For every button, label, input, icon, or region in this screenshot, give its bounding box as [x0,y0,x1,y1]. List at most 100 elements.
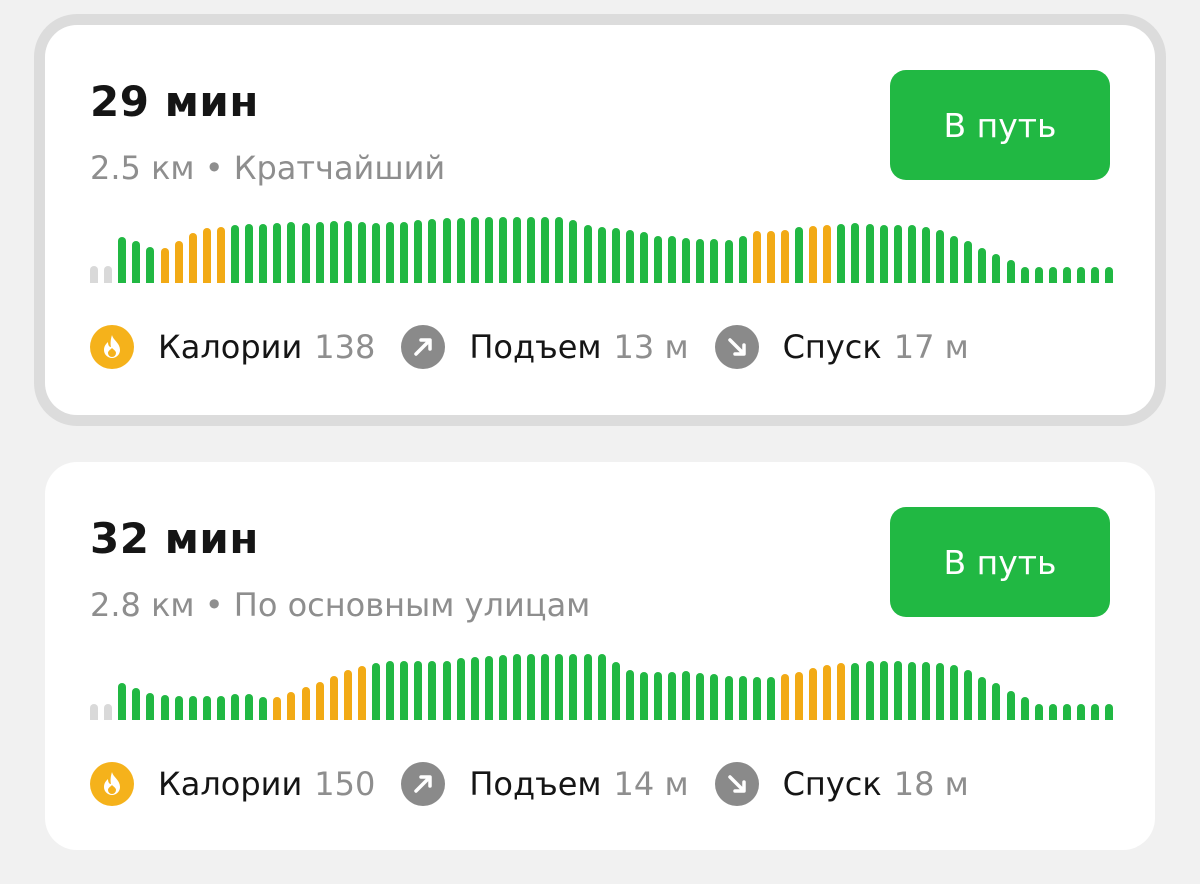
descent-stat: Спуск 18 м [714,762,969,806]
elevation-bar [1034,704,1043,720]
elevation-bar [795,227,803,283]
go-button[interactable]: В путь [890,507,1110,617]
elevation-bar [1091,704,1100,720]
elevation-bar [231,225,239,283]
elevation-bar [527,654,536,720]
elevation-bar [654,672,662,720]
elevation-bar [710,239,719,283]
ascent-label: Подъем [469,765,602,803]
elevation-bar [1020,697,1029,720]
elevation-bar [936,230,944,283]
elevation-bar [273,223,282,283]
descent-stat: Спуск 17 м [714,325,969,369]
arrow-up-right-icon [401,325,446,369]
elevation-bar [696,239,705,283]
elevation-bar [795,672,803,720]
elevation-bar [104,266,113,283]
elevation-bar [809,668,818,720]
elevation-bar [188,696,197,720]
elevation-bar [174,696,183,720]
route-card-main-streets[interactable]: 32 мин 2.8 км • По основным улицам В пут… [45,462,1155,850]
elevation-chart [90,642,1120,720]
elevation-bar [1048,267,1057,283]
fire-icon [90,762,134,806]
route-card-shortest[interactable]: 29 мин 2.5 км • Кратчайший В путь Калори… [45,25,1155,415]
elevation-bar [921,662,930,720]
elevation-bar [118,237,127,283]
elevation-bar [343,221,352,283]
elevation-bar [1077,267,1085,283]
elevation-bar [724,676,733,720]
elevation-bar [513,217,521,283]
elevation-bar [738,236,747,283]
elevation-bar [639,672,648,720]
elevation-bar [583,225,592,283]
go-button[interactable]: В путь [890,70,1110,180]
elevation-bar [837,663,846,720]
elevation-bar [569,654,578,720]
elevation-bar [202,228,211,283]
elevation-bar [428,219,437,283]
elevation-bar [611,662,620,720]
elevation-bar [583,654,592,720]
elevation-bar [442,218,451,283]
elevation-bar [372,663,380,720]
elevation-bar [950,665,959,720]
calories-stat: Калории 150 [90,762,375,806]
elevation-bar [597,654,606,720]
elevation-bar [555,217,564,283]
elevation-bar [456,218,465,283]
elevation-bar [160,248,169,283]
elevation-bar [654,236,662,283]
elevation-bar [132,241,141,283]
elevation-bar [315,682,324,720]
elevation-bar [146,693,155,720]
elevation-bar [174,241,183,283]
elevation-bar [611,228,620,283]
elevation-bar [907,662,916,720]
elevation-bar [541,654,550,720]
elevation-bar [921,227,930,283]
elevation-bar [90,266,98,283]
elevation-bar [386,222,395,283]
elevation-bar [1062,267,1071,283]
elevation-bar [470,217,479,283]
elevation-bar [1034,267,1043,283]
elevation-bar [146,247,155,283]
elevation-bar [414,220,423,283]
elevation-bar [231,694,239,720]
elevation-bar [823,225,832,283]
elevation-bar [245,224,254,283]
elevation-bar [470,657,479,720]
elevation-bar [329,676,338,720]
fire-icon [90,325,134,369]
elevation-bar [1006,691,1015,720]
elevation-bar [893,661,902,720]
elevation-bar [259,224,268,283]
elevation-bar [301,223,310,283]
elevation-bar [442,661,451,720]
elevation-bar [879,661,888,720]
elevation-bar [893,225,902,283]
elevation-bar [216,696,225,720]
arrow-up-right-icon [401,762,446,806]
elevation-bar [357,222,366,283]
elevation-bar [766,677,775,720]
elevation-bar [879,225,888,283]
elevation-bar [343,670,352,720]
elevation-bar [357,666,366,720]
elevation-bar [1091,267,1100,283]
elevation-bar [668,672,677,720]
route-duration: 32 мин [90,514,259,563]
elevation-bar [188,233,197,283]
calories-label: Калории [158,328,303,366]
descent-value: 17 м [893,328,969,366]
elevation-bar [978,677,987,720]
elevation-bar [851,663,860,720]
elevation-bar [527,217,536,283]
elevation-bar [118,683,127,720]
elevation-bar [738,676,747,720]
elevation-bar [809,226,818,283]
elevation-bar [1062,704,1071,720]
elevation-bar [484,217,493,283]
